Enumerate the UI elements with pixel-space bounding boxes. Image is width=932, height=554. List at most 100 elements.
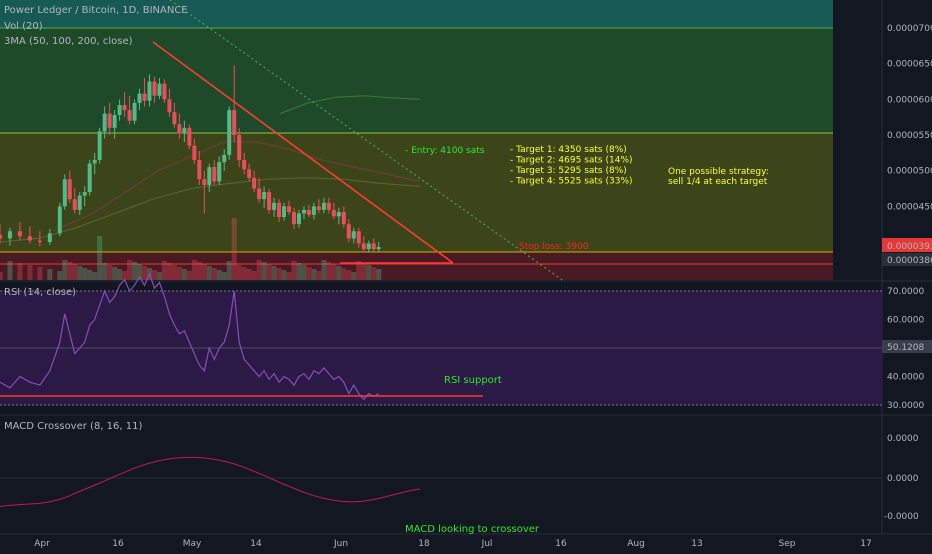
zone-target-upper bbox=[0, 28, 833, 133]
volume-bar bbox=[321, 260, 327, 280]
volume-bar bbox=[122, 271, 128, 280]
volume-bar bbox=[301, 265, 307, 280]
volume-bar bbox=[286, 272, 292, 280]
candle-body bbox=[257, 188, 262, 200]
candle-body bbox=[147, 81, 152, 101]
target-label: - Target 1: 4350 sats (8%) bbox=[510, 145, 627, 155]
stop-loss-label: Stop loss: 3900 bbox=[519, 242, 589, 252]
volume-bar bbox=[376, 269, 382, 280]
volume-bar bbox=[256, 260, 262, 280]
macd-title: MACD Crossover (8, 16, 11) bbox=[4, 421, 143, 432]
volume-bar bbox=[201, 264, 207, 280]
time-tick-label: 14 bbox=[250, 539, 262, 549]
volume-bar bbox=[0, 272, 3, 280]
volume-bar bbox=[137, 264, 143, 280]
macd-tick-label: -0.0000 bbox=[884, 512, 919, 522]
volume-bar bbox=[346, 270, 352, 280]
target-label: - Target 3: 5295 sats (8%) bbox=[510, 166, 627, 176]
candle-body bbox=[217, 162, 222, 182]
volume-bar bbox=[206, 266, 212, 280]
candle-body bbox=[366, 243, 371, 250]
candle-body bbox=[177, 124, 182, 134]
price-tick-label: 0.00004500 bbox=[887, 202, 932, 212]
time-tick-label: Jun bbox=[333, 539, 348, 549]
ma-200-line bbox=[279, 95, 421, 115]
low-price-box bbox=[882, 253, 932, 266]
macd-tick-label: 0.0000 bbox=[887, 434, 919, 444]
rsi-line bbox=[0, 272, 380, 401]
volume-bar bbox=[221, 272, 227, 280]
volume-bar bbox=[296, 263, 302, 280]
volume-bar bbox=[216, 270, 222, 280]
volume-bar bbox=[336, 266, 342, 280]
price-tick-label: 0.00007000 bbox=[887, 24, 932, 34]
volume-bar bbox=[371, 267, 377, 280]
time-tick-label: Aug bbox=[627, 539, 645, 549]
price-tick-label: 0.00005500 bbox=[887, 131, 932, 141]
volume-bar bbox=[7, 261, 13, 280]
zone-top bbox=[0, 0, 833, 28]
candle-body bbox=[82, 192, 87, 196]
candle-body bbox=[376, 246, 381, 250]
volume-bar bbox=[276, 268, 282, 280]
volume-bar bbox=[47, 269, 53, 280]
candle-body bbox=[152, 81, 157, 96]
dotted-trendline bbox=[169, 0, 566, 283]
candle-body bbox=[227, 110, 232, 155]
rsi-current-label: 50.1208 bbox=[887, 343, 924, 353]
candle-body bbox=[277, 202, 282, 218]
volume-bar bbox=[161, 261, 167, 280]
volume-bar bbox=[142, 266, 148, 280]
time-tick-label: 18 bbox=[418, 539, 430, 549]
volume-bar bbox=[241, 267, 247, 280]
volume-bar bbox=[326, 262, 332, 280]
symbol-title: Power Ledger / Bitcoin, 1D, BINANCE bbox=[4, 5, 188, 16]
macd-note-label: MACD looking to crossover bbox=[405, 524, 540, 535]
volume-bar bbox=[231, 218, 237, 280]
candle-body bbox=[127, 110, 132, 121]
volume-bar bbox=[186, 271, 192, 280]
volume-bar bbox=[291, 261, 297, 280]
candle-body bbox=[331, 209, 336, 217]
volume-bar bbox=[57, 271, 63, 280]
candle-body bbox=[137, 93, 142, 103]
volume-bar bbox=[17, 263, 23, 280]
ma-100-line bbox=[0, 177, 421, 243]
entry-label: - Entry: 4100 sats bbox=[405, 146, 485, 156]
rsi-support-label: RSI support bbox=[444, 375, 502, 386]
candle-body bbox=[311, 206, 316, 215]
volume-bar bbox=[356, 261, 362, 280]
volume-bar bbox=[266, 264, 272, 280]
candle-body bbox=[97, 131, 102, 160]
rsi-tick-label: 40.0000 bbox=[887, 373, 924, 383]
volume-bar bbox=[261, 262, 267, 280]
candle-body bbox=[87, 163, 92, 193]
volume-bar bbox=[316, 271, 322, 280]
volume-bar bbox=[112, 267, 118, 280]
volume-bar bbox=[62, 260, 68, 280]
candle-body bbox=[72, 199, 77, 210]
strategy-label: One possible strategy: bbox=[668, 167, 769, 177]
candle-body bbox=[292, 212, 296, 225]
volume-bar bbox=[82, 268, 88, 280]
descending-trendline bbox=[152, 41, 454, 264]
candle-body bbox=[282, 206, 287, 218]
volume-bar bbox=[196, 262, 202, 280]
candle-body bbox=[192, 145, 197, 160]
volume-bar bbox=[226, 261, 232, 280]
volume-bar bbox=[107, 265, 113, 280]
candle-body bbox=[321, 202, 326, 210]
volume-bar bbox=[97, 236, 103, 280]
last-price-box bbox=[882, 238, 932, 252]
rsi-current-box bbox=[882, 340, 932, 353]
candle-body bbox=[132, 102, 137, 121]
candle-body bbox=[202, 179, 207, 185]
volume-bar bbox=[67, 262, 73, 280]
candle-body bbox=[182, 127, 187, 134]
time-tick-label: 13 bbox=[691, 539, 702, 549]
candle-body bbox=[207, 167, 212, 185]
time-tick-label: Apr bbox=[34, 539, 50, 549]
candle-body bbox=[197, 159, 202, 180]
